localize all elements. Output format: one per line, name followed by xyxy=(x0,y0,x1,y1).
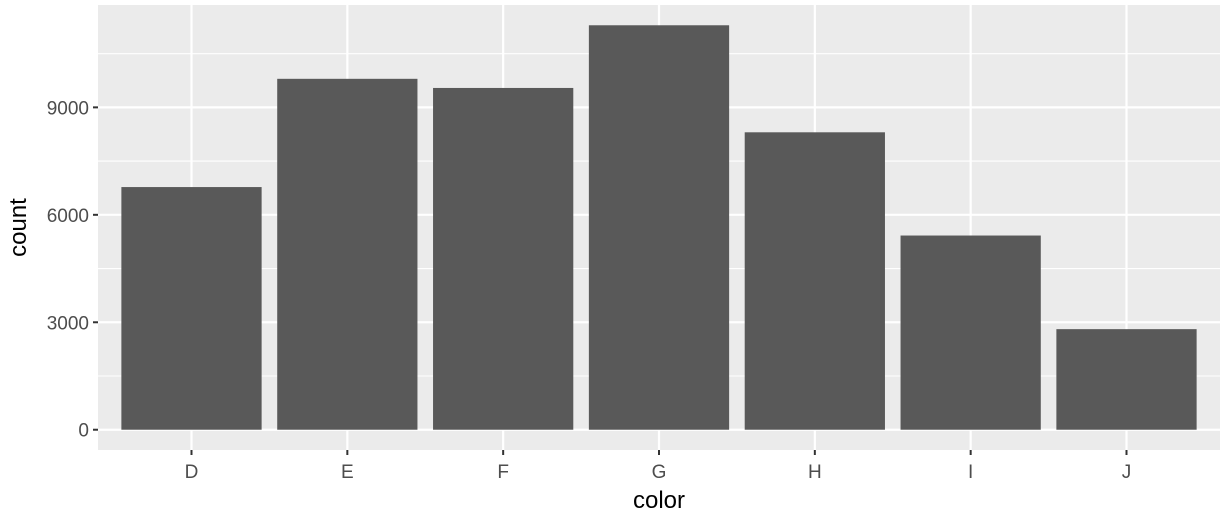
x-axis-title: color xyxy=(633,487,685,514)
x-tick-label: I xyxy=(968,462,973,483)
bar-D xyxy=(121,187,262,430)
y-axis-title: count xyxy=(5,198,32,257)
bar-H xyxy=(744,132,885,430)
y-tick-label: 6000 xyxy=(47,206,89,227)
x-tick-label: E xyxy=(341,462,354,483)
x-tick-label: F xyxy=(497,462,509,483)
bar-I xyxy=(900,235,1041,430)
bar-G xyxy=(588,25,730,430)
x-tick-label: H xyxy=(808,462,822,483)
bar-J xyxy=(1056,329,1197,430)
y-tick-label: 9000 xyxy=(47,98,89,119)
y-axis: 0 3000 6000 9000 xyxy=(47,98,98,442)
y-tick-label: 0 xyxy=(78,421,89,442)
y-tick-label: 3000 xyxy=(47,313,89,334)
x-tick-label: G xyxy=(652,462,667,483)
bar-E xyxy=(277,78,418,430)
x-tick-label: D xyxy=(185,462,199,483)
x-tick-label: J xyxy=(1122,462,1132,483)
x-axis: D E F G H I J xyxy=(185,450,1132,483)
bar-F xyxy=(433,87,574,430)
bars xyxy=(121,25,1197,430)
